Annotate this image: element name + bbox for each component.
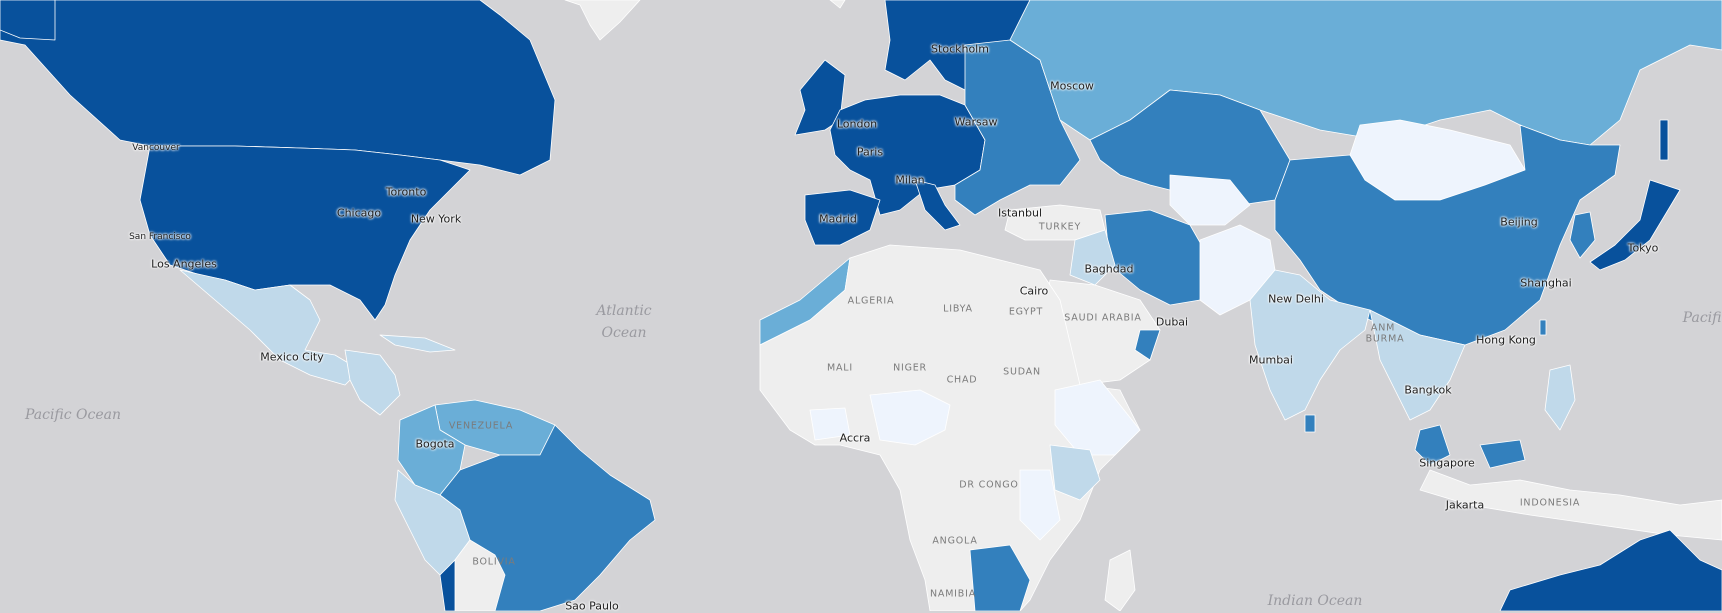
region-central-america[interactable] [344, 349, 401, 416]
region-east-africa[interactable] [1019, 469, 1061, 541]
region-western-europe[interactable] [829, 94, 986, 216]
region-oman[interactable] [1134, 329, 1161, 361]
region-central-asia[interactable] [1169, 174, 1251, 226]
region-india[interactable] [1249, 269, 1371, 421]
region-southern-africa[interactable] [969, 544, 1031, 611]
region-japan[interactable] [1589, 179, 1681, 271]
region-korea[interactable] [1569, 211, 1596, 259]
region-china[interactable] [1274, 124, 1621, 346]
region-borneo-malaysia[interactable] [1479, 439, 1526, 469]
region-taiwan[interactable] [1539, 319, 1547, 336]
region-mexico[interactable] [179, 269, 361, 386]
region-australia[interactable] [1499, 529, 1722, 611]
region-philippines[interactable] [1544, 364, 1576, 431]
region-united-states[interactable] [139, 145, 471, 321]
region-ethiopia[interactable] [1054, 379, 1141, 456]
region-alaska[interactable] [0, 0, 56, 41]
region-russia[interactable] [1009, 0, 1722, 146]
region-greenland[interactable] [564, 0, 641, 41]
region-southeast-asia[interactable] [1369, 309, 1466, 421]
region-iberia[interactable] [804, 189, 881, 246]
region-iceland[interactable] [829, 0, 846, 9]
region-madagascar[interactable] [1104, 549, 1136, 611]
region-chile[interactable] [439, 559, 456, 611]
region-nigeria[interactable] [869, 389, 951, 446]
region-kenya[interactable] [1049, 444, 1101, 501]
region-iraq[interactable] [1069, 229, 1116, 286]
region-sakhalin[interactable] [1659, 119, 1669, 161]
region-ghana[interactable] [809, 407, 851, 441]
region-sri-lanka[interactable] [1304, 414, 1316, 433]
region-italy[interactable] [914, 179, 961, 231]
region-malaysia[interactable] [1414, 424, 1451, 466]
region-indonesia[interactable] [1419, 469, 1722, 541]
region-cuba[interactable] [379, 334, 456, 353]
